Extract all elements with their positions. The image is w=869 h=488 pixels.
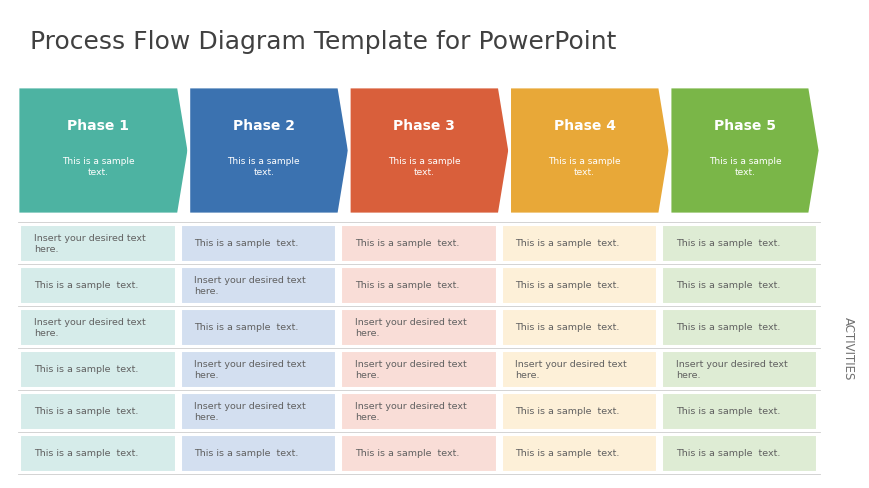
Text: This is a sample  text.: This is a sample text. <box>355 239 459 248</box>
Polygon shape <box>669 88 819 215</box>
Text: This is a sample
text.: This is a sample text. <box>227 156 300 177</box>
Text: This is a sample  text.: This is a sample text. <box>675 239 779 248</box>
Text: Insert your desired text
here.: Insert your desired text here. <box>34 317 146 337</box>
Text: This is a sample
text.: This is a sample text. <box>547 156 620 177</box>
Polygon shape <box>18 88 189 215</box>
FancyBboxPatch shape <box>21 435 176 471</box>
FancyBboxPatch shape <box>341 351 496 387</box>
Text: Insert your desired text
here.: Insert your desired text here. <box>194 359 306 379</box>
FancyBboxPatch shape <box>661 225 817 262</box>
FancyBboxPatch shape <box>21 351 176 387</box>
Text: This is a sample  text.: This is a sample text. <box>514 323 619 332</box>
FancyBboxPatch shape <box>501 351 656 387</box>
Text: This is a sample  text.: This is a sample text. <box>194 448 298 458</box>
FancyBboxPatch shape <box>661 267 817 304</box>
Text: Phase 1: Phase 1 <box>67 119 129 133</box>
FancyBboxPatch shape <box>341 267 496 304</box>
FancyBboxPatch shape <box>21 309 176 346</box>
FancyBboxPatch shape <box>501 435 656 471</box>
Text: This is a sample
text.: This is a sample text. <box>62 156 135 177</box>
Polygon shape <box>509 88 669 215</box>
Polygon shape <box>189 88 348 215</box>
FancyBboxPatch shape <box>181 435 336 471</box>
Text: Insert your desired text
here.: Insert your desired text here. <box>355 401 466 421</box>
Text: Insert your desired text
here.: Insert your desired text here. <box>514 359 627 379</box>
Text: This is a sample  text.: This is a sample text. <box>34 448 138 458</box>
Text: This is a sample  text.: This is a sample text. <box>194 239 298 248</box>
Text: Phase 5: Phase 5 <box>713 119 775 133</box>
Text: Insert your desired text
here.: Insert your desired text here. <box>675 359 786 379</box>
Text: This is a sample
text.: This is a sample text. <box>388 156 460 177</box>
Text: This is a sample  text.: This is a sample text. <box>355 448 459 458</box>
FancyBboxPatch shape <box>21 225 176 262</box>
FancyBboxPatch shape <box>341 393 496 429</box>
Text: Phase 2: Phase 2 <box>233 119 295 133</box>
Text: This is a sample  text.: This is a sample text. <box>194 323 298 332</box>
FancyBboxPatch shape <box>661 309 817 346</box>
Text: This is a sample  text.: This is a sample text. <box>355 281 459 290</box>
FancyBboxPatch shape <box>181 393 336 429</box>
FancyBboxPatch shape <box>501 267 656 304</box>
FancyBboxPatch shape <box>661 351 817 387</box>
Polygon shape <box>348 88 509 215</box>
Text: This is a sample
text.: This is a sample text. <box>708 156 780 177</box>
Text: This is a sample  text.: This is a sample text. <box>675 407 779 416</box>
Text: Insert your desired text
here.: Insert your desired text here. <box>355 359 466 379</box>
FancyBboxPatch shape <box>501 309 656 346</box>
Text: This is a sample  text.: This is a sample text. <box>675 323 779 332</box>
FancyBboxPatch shape <box>21 267 176 304</box>
Text: This is a sample  text.: This is a sample text. <box>514 448 619 458</box>
Text: Insert your desired text
here.: Insert your desired text here. <box>194 401 306 421</box>
Text: This is a sample  text.: This is a sample text. <box>675 448 779 458</box>
Text: ACTIVITIES: ACTIVITIES <box>840 317 853 380</box>
Text: This is a sample  text.: This is a sample text. <box>34 407 138 416</box>
FancyBboxPatch shape <box>181 309 336 346</box>
FancyBboxPatch shape <box>181 351 336 387</box>
Text: This is a sample  text.: This is a sample text. <box>675 281 779 290</box>
Text: Phase 3: Phase 3 <box>393 119 454 133</box>
Text: Insert your desired text
here.: Insert your desired text here. <box>355 317 466 337</box>
FancyBboxPatch shape <box>661 393 817 429</box>
FancyBboxPatch shape <box>341 309 496 346</box>
Text: This is a sample  text.: This is a sample text. <box>34 281 138 290</box>
Text: This is a sample  text.: This is a sample text. <box>514 407 619 416</box>
Text: This is a sample  text.: This is a sample text. <box>514 239 619 248</box>
Text: Phase 4: Phase 4 <box>553 119 615 133</box>
Text: Insert your desired text
here.: Insert your desired text here. <box>194 275 306 295</box>
FancyBboxPatch shape <box>341 435 496 471</box>
FancyBboxPatch shape <box>501 225 656 262</box>
FancyBboxPatch shape <box>661 435 817 471</box>
Text: Process Flow Diagram Template for PowerPoint: Process Flow Diagram Template for PowerP… <box>30 30 615 54</box>
FancyBboxPatch shape <box>21 393 176 429</box>
FancyBboxPatch shape <box>181 225 336 262</box>
Text: This is a sample  text.: This is a sample text. <box>34 365 138 374</box>
FancyBboxPatch shape <box>341 225 496 262</box>
FancyBboxPatch shape <box>181 267 336 304</box>
Text: Insert your desired text
here.: Insert your desired text here. <box>34 233 146 254</box>
Text: This is a sample  text.: This is a sample text. <box>514 281 619 290</box>
FancyBboxPatch shape <box>501 393 656 429</box>
